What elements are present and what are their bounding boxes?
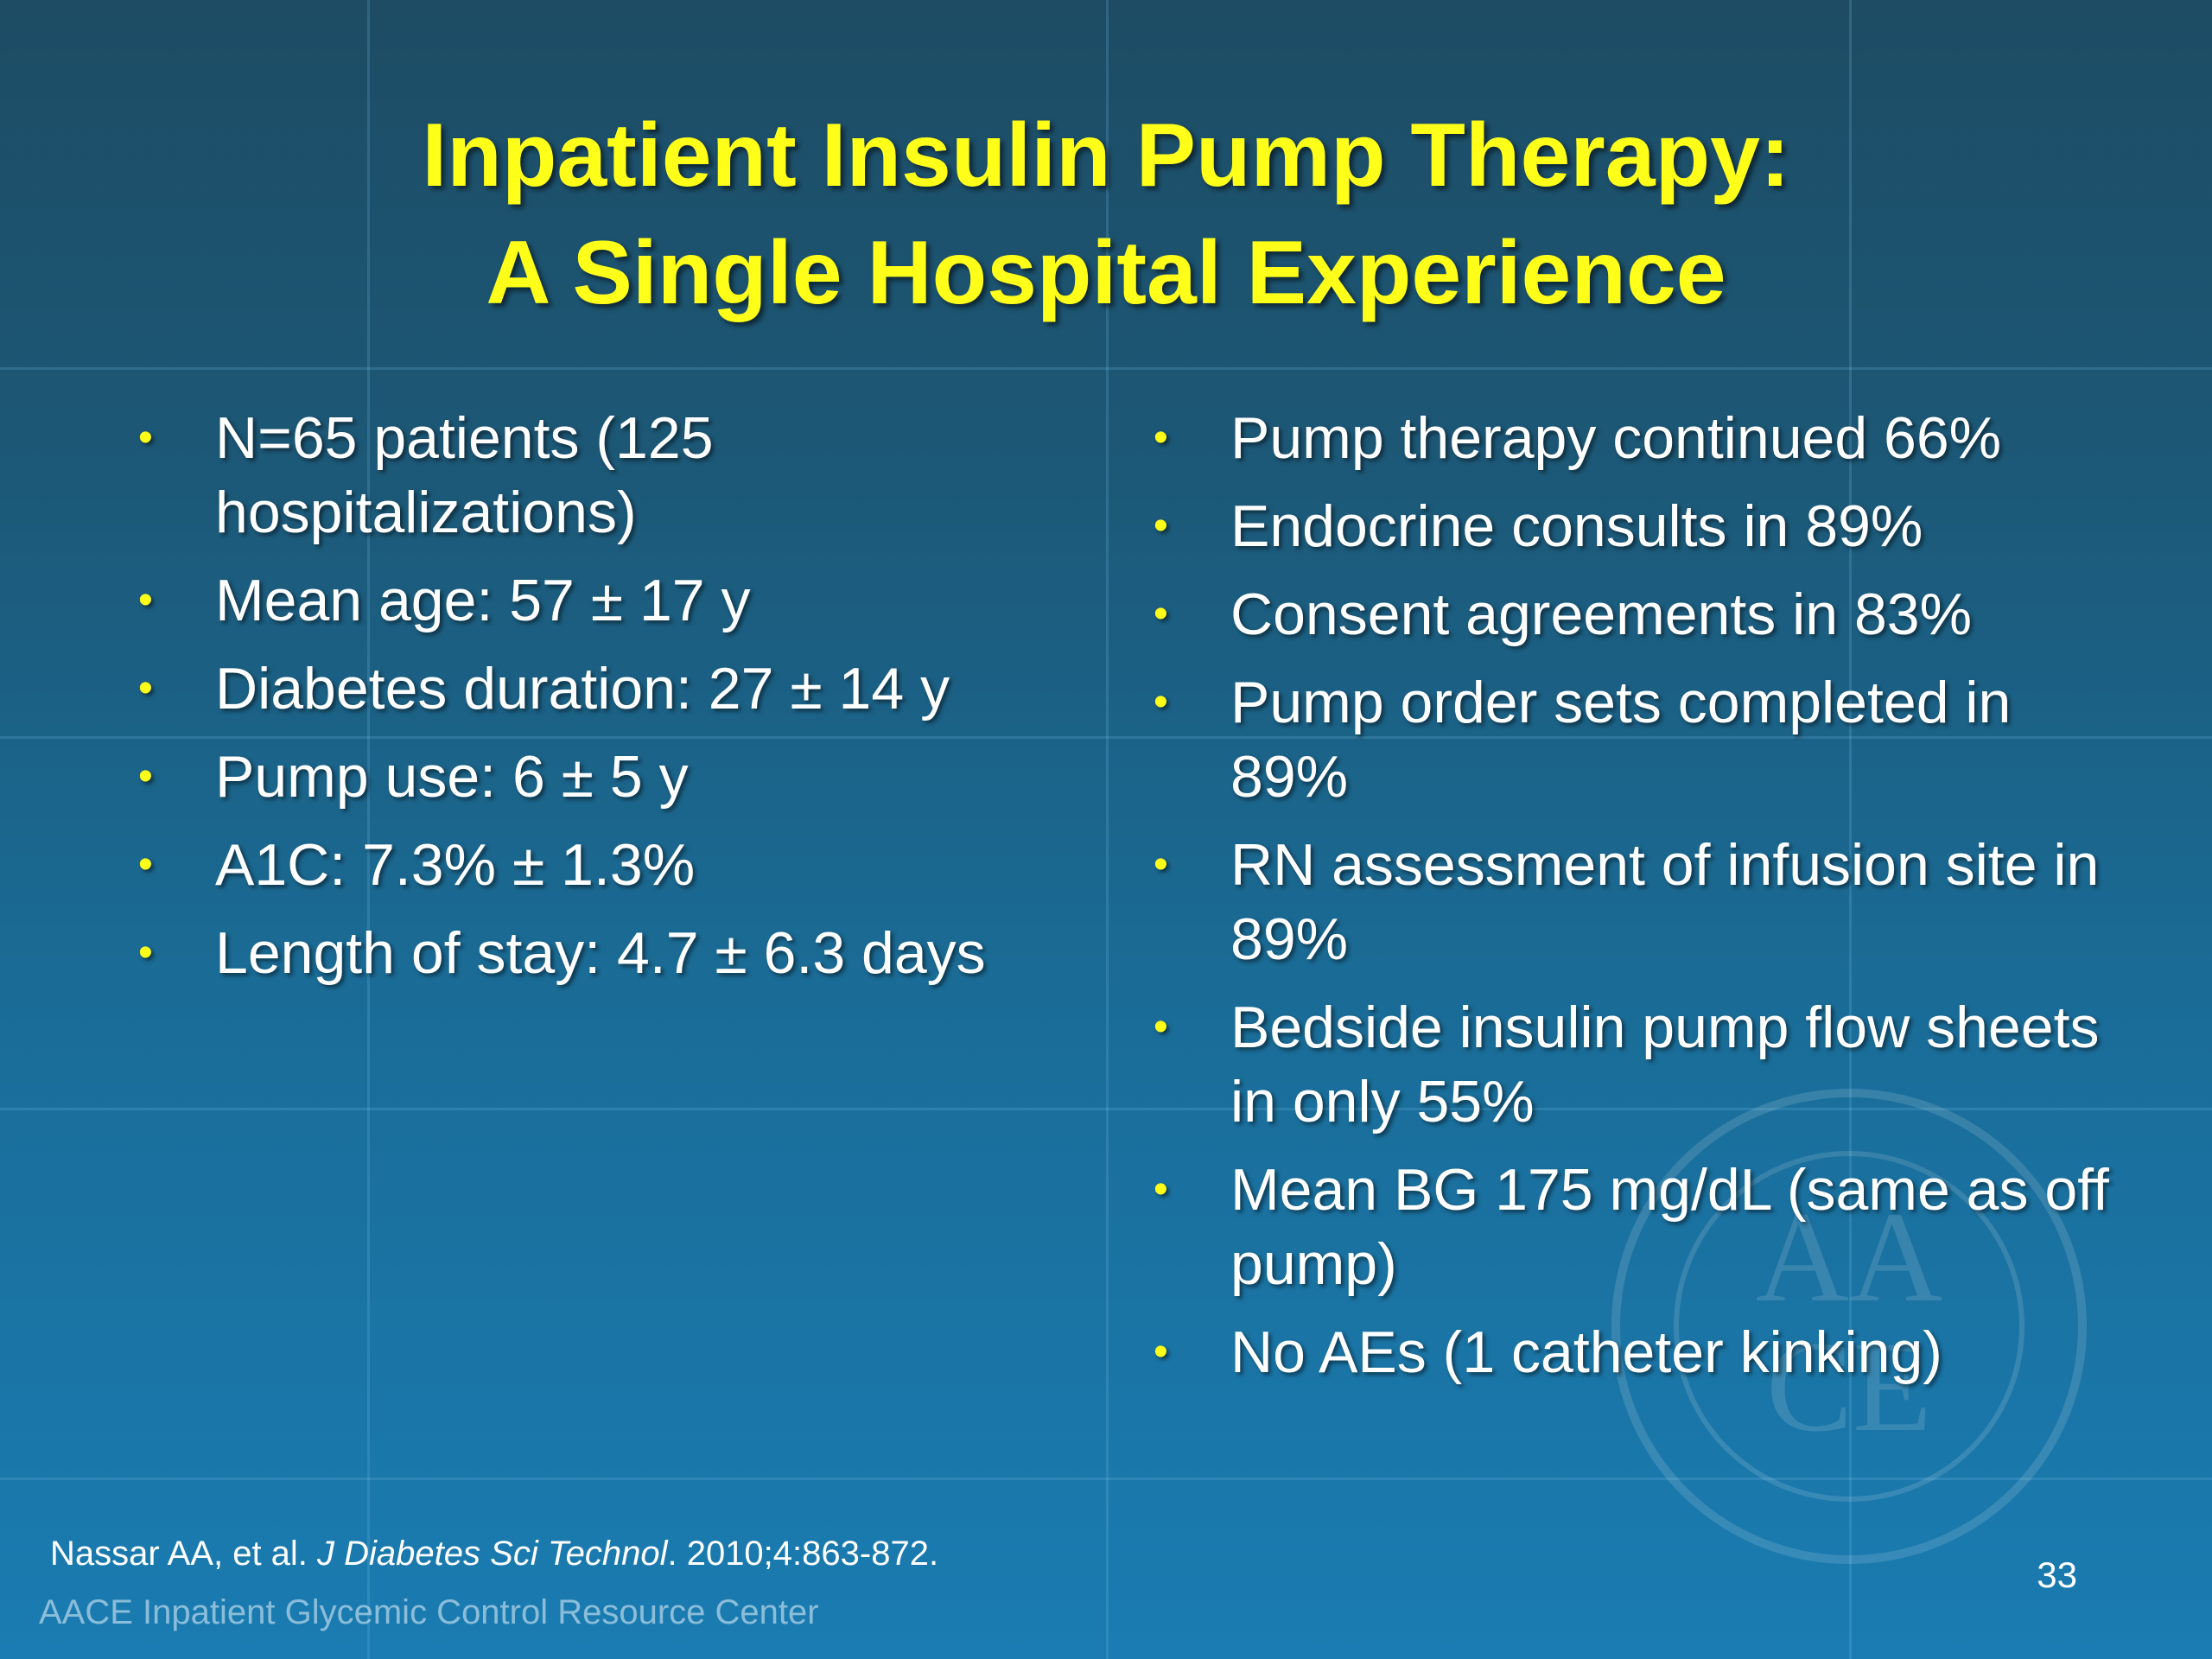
bullet-icon: • [1154,503,1168,549]
list-item: • Consent agreements in 83% [1145,577,2130,652]
bullet-text: Pump use: 6 ± 5 y [215,744,689,810]
bullet-text: Length of stay: 4.7 ± 6.3 days [215,920,986,986]
svg-text:AA: AA [1756,1185,1943,1329]
list-item: • Diabetes duration: 27 ± 14 y [130,652,1080,726]
grid-line [0,367,2212,370]
list-item: • Endocrine consults in 89% [1145,489,2130,563]
bullet-text: Endocrine consults in 89% [1230,493,1923,559]
slide-title: Inpatient Insulin Pump Therapy: A Single… [0,97,2212,332]
bullet-icon: • [138,842,153,887]
citation-journal: J Diabetes Sci Technol [317,1535,668,1573]
bullet-text: Bedside insulin pump flow sheets in only… [1230,995,2100,1135]
svg-text:CE: CE [1766,1315,1932,1459]
list-item: • A1C: 7.3% ± 1.3% [130,828,1080,902]
bullet-text: RN assessment of infusion site in 89% [1230,832,2100,972]
list-item: • RN assessment of infusion site in 89% [1145,828,2130,976]
bullet-icon: • [1154,679,1168,725]
grid-line [0,1108,2212,1110]
bullet-icon: • [1154,415,1168,461]
bullet-text: Diabetes duration: 27 ± 14 y [215,656,950,721]
page-number: 33 [2037,1554,2077,1595]
left-bullet-list: • N=65 patients (125 hospitalizations) • M… [130,401,1080,1004]
bullet-icon: • [138,753,153,799]
bullet-icon: • [1154,1004,1168,1050]
list-item: • Mean BG 175 mg/dL (same as off pump) [1145,1153,2130,1301]
bullet-icon: • [138,577,153,623]
right-bullet-list: • Pump therapy continued 66% • Endocrine c… [1145,401,2130,1403]
aace-seal-watermark-icon: AA CE [1611,1089,2087,1564]
bullet-icon: • [1154,842,1168,887]
bullet-text: N=65 patients (125 hospitalizations) [215,405,714,545]
bullet-text: Mean BG 175 mg/dL (same as off pump) [1230,1157,2109,1297]
list-item: • N=65 patients (125 hospitalizations) [130,401,1080,550]
footer-text: AACE Inpatient Glycemic Control Resource… [39,1593,819,1631]
bullet-text: No AEs (1 catheter kinking) [1230,1319,1942,1385]
citation-authors: Nassar AA, et al. [50,1535,308,1573]
bullet-icon: • [138,930,153,976]
grid-line [367,0,370,1659]
bullet-icon: • [138,415,153,461]
grid-line [1106,0,1109,1659]
list-item: • Mean age: 57 ± 17 y [130,563,1080,638]
bullet-icon: • [1154,1329,1168,1375]
bullet-icon: • [138,665,153,711]
bullet-text: Consent agreements in 83% [1230,582,1973,647]
grid-line [0,736,2212,739]
bullet-text: A1C: 7.3% ± 1.3% [215,832,696,898]
list-item: • Length of stay: 4.7 ± 6.3 days [130,916,1080,990]
slide-title-line-2: A Single Hospital Experience [486,223,1726,323]
bullet-text: Mean age: 57 ± 17 y [215,568,751,633]
bullet-text: Pump therapy continued 66% [1230,405,2002,471]
list-item: • Pump use: 6 ± 5 y [130,740,1080,814]
citation-details: . 2010;4:863-872. [667,1535,939,1573]
bullet-icon: • [1154,1166,1168,1212]
list-item: • Pump order sets completed in 89% [1145,665,2130,814]
bullet-text: Pump order sets completed in 89% [1230,670,2012,810]
slide-title-line-1: Inpatient Insulin Pump Therapy: [422,105,1790,206]
grid-line [1849,0,1852,1659]
grid-line [0,1478,2212,1480]
list-item: • No AEs (1 catheter kinking) [1145,1315,2130,1389]
list-item: • Bedside insulin pump flow sheets in onl… [1145,990,2130,1139]
bullet-icon: • [1154,591,1168,637]
list-item: • Pump therapy continued 66% [1145,401,2130,475]
citation: Nassar AA, et al. J Diabetes Sci Technol… [50,1529,938,1578]
